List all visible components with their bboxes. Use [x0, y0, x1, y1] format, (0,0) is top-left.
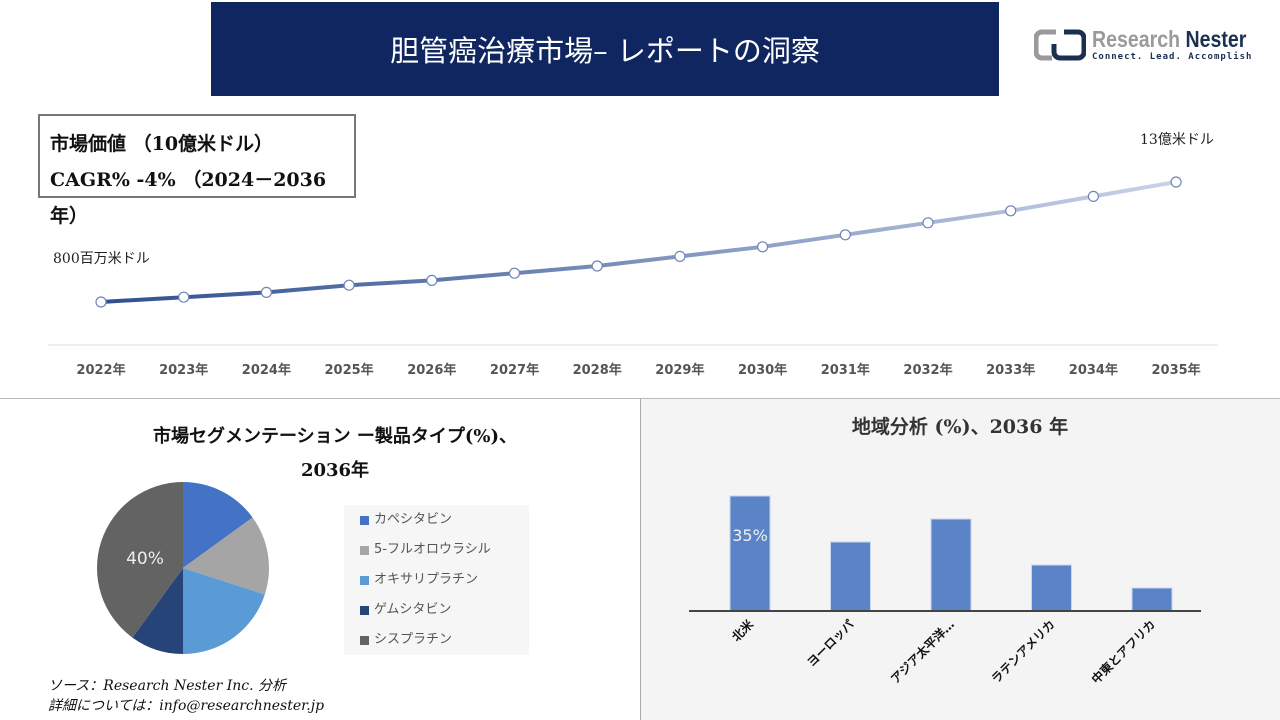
- bar-data-label: 35%: [732, 526, 768, 545]
- legend-item: 5-フルオロウラシル: [344, 535, 529, 565]
- pie-slice: [132, 568, 183, 654]
- data-point: [591, 260, 603, 272]
- legend-label: ゲムシタビン: [374, 602, 452, 617]
- source-note: ソース：Research Nester Inc. 分析 詳細については：info@…: [48, 678, 325, 714]
- page-title: 胆管癌治療市場– レポートの洞察: [211, 2, 999, 96]
- legend-swatch: [360, 635, 369, 645]
- legend-label: カペシタビン: [374, 512, 453, 527]
- data-point: [756, 241, 769, 253]
- pie-slice: [183, 482, 253, 568]
- pie-slice: [183, 568, 265, 654]
- x-tick-label: 2022年: [76, 362, 125, 378]
- logo-icon: [1034, 29, 1086, 61]
- cagr-label: CAGR% -4% （2024－2036年）: [50, 169, 327, 227]
- data-point: [839, 229, 851, 241]
- regional-bar-chart: 北米 ヨーロッパ アジア太平洋… ラテンアメリカ 中東とアフリカ 35%: [689, 495, 1201, 687]
- x-tick-label: 2023年: [159, 362, 208, 378]
- x-tick-label: アジア太平洋…: [887, 617, 957, 687]
- x-tick-label: 北米: [729, 616, 757, 644]
- x-tick-label: 2029年: [655, 362, 704, 378]
- bar: [830, 541, 871, 612]
- market-value-label: 市場価値 （10億米ドル）: [50, 133, 274, 155]
- x-tick-label: 2027年: [490, 362, 539, 378]
- x-tick-label: 2033年: [986, 362, 1035, 378]
- x-tick-label: 中東とアフリカ: [1088, 617, 1158, 687]
- data-point: [95, 296, 107, 308]
- x-tick-label: 2032年: [903, 362, 952, 378]
- data-point: [1170, 176, 1182, 188]
- logo-name: Research Nester: [1092, 26, 1247, 52]
- legend-label: 5-フルオロウラシル: [374, 542, 491, 557]
- logo-tagline: Connect. Lead. Accomplish: [1092, 52, 1253, 62]
- legend-swatch: [360, 605, 369, 615]
- data-point: [426, 274, 438, 286]
- legend-swatch: [360, 545, 369, 555]
- x-tick-label: 2026年: [407, 362, 456, 378]
- x-tick-label: 2034年: [1069, 362, 1118, 378]
- market-info-box: 市場価値 （10億米ドル） CAGR% -4% （2024－2036年）: [38, 114, 356, 227]
- data-point: [343, 279, 355, 291]
- data-point: [922, 217, 934, 229]
- legend-swatch: [360, 575, 369, 585]
- legend-item: ゲムシタビン: [344, 595, 529, 625]
- legend-item: シスプラチン: [344, 625, 529, 655]
- legend-label: オキサリプラチン: [374, 572, 479, 587]
- last-value-annotation: 13億米ドル: [1140, 132, 1214, 148]
- x-tick-label: 2035年: [1152, 362, 1201, 378]
- bar: [930, 518, 972, 612]
- x-tick-label: 2028年: [573, 362, 622, 378]
- legend-item: カペシタビン: [344, 505, 529, 535]
- data-point: [1087, 190, 1100, 202]
- pie-legend: カペシタビン 5-フルオロウラシル オキサリプラチン ゲムシタビン シスプラチン: [344, 505, 529, 655]
- bar: [729, 495, 771, 612]
- x-tick-label: 2024年: [242, 362, 291, 378]
- research-nester-logo: Research Nester Connect. Lead. Accomplis…: [1034, 26, 1254, 66]
- market-value-line-chart: 800百万米ドル 13億米ドル 2022年 2023年 2024年 2025年 2026…: [48, 132, 1218, 378]
- x-tick-label: ヨーロッパ: [804, 617, 856, 669]
- series-line: [100, 180, 1177, 304]
- product-type-pie-chart: 40%: [97, 482, 269, 654]
- data-point: [508, 267, 521, 279]
- x-tick-label: 2031年: [821, 362, 870, 378]
- data-point: [1005, 205, 1017, 217]
- data-point: [178, 291, 190, 303]
- pie-chart-title: 市場セグメンテーション ー製品タイプ(%)、 2036年: [152, 426, 518, 481]
- legend-label: シスプラチン: [374, 632, 453, 647]
- pie-slice: [97, 482, 183, 638]
- legend-swatch: [360, 515, 369, 525]
- x-tick-label: ラテンアメリカ: [989, 617, 1058, 686]
- segmentation-panel: [0, 398, 640, 720]
- data-point: [260, 286, 272, 298]
- pie-data-label: 40%: [126, 549, 164, 569]
- bar-chart-title: 地域分析 (%)、2036 年: [851, 416, 1069, 438]
- first-value-annotation: 800百万米ドル: [53, 251, 150, 267]
- pie-slice: [183, 517, 269, 595]
- x-tick-label: 2030年: [738, 362, 787, 378]
- x-tick-label: 2025年: [325, 362, 374, 378]
- bar: [1131, 587, 1173, 612]
- legend-item: オキサリプラチン: [344, 565, 529, 595]
- data-point: [674, 250, 686, 262]
- bar: [1031, 564, 1072, 612]
